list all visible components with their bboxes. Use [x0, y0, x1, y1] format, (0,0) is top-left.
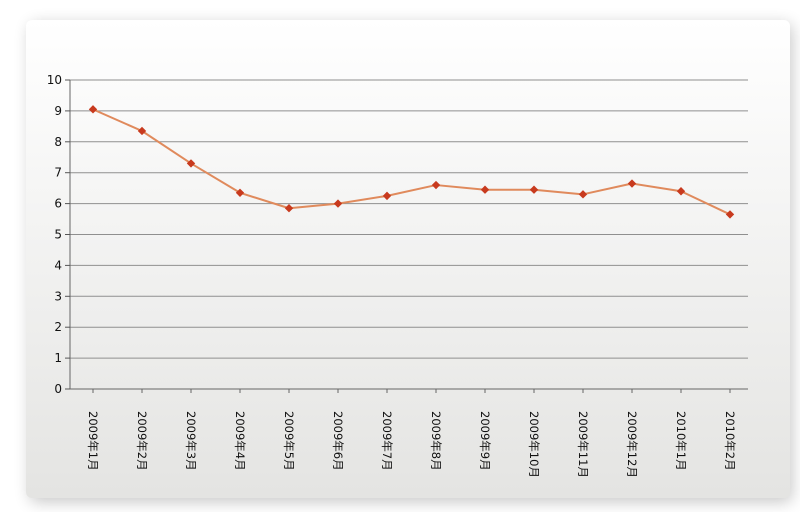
y-tick-label: 5: [54, 228, 62, 242]
x-tick-label: 2009年11月: [576, 411, 590, 478]
data-point: [676, 187, 686, 196]
y-tick-label: 1: [54, 351, 62, 365]
data-point: [186, 159, 196, 168]
x-tick-label: 2009年9月: [478, 411, 492, 471]
data-point: [480, 185, 490, 194]
chart-background: [26, 20, 790, 498]
grid: [70, 79, 748, 359]
y-tick-label: 3: [54, 289, 62, 303]
y-tick-label: 4: [54, 258, 62, 272]
data-point: [235, 188, 245, 197]
x-tick-label: 2010年1月: [674, 411, 688, 471]
data-point: [431, 180, 441, 190]
data-point: [333, 199, 343, 208]
y-tick-label: 7: [54, 166, 62, 180]
y-tick-label: 0: [54, 382, 62, 396]
x-tick-label: 2009年5月: [282, 411, 296, 471]
data-point: [382, 191, 392, 201]
data-point: [529, 185, 539, 194]
x-tick-label: 2009年4月: [233, 411, 247, 471]
y-axis-ticks: 0 1 2 3 4 5 6 7 8 9 10: [47, 73, 70, 396]
y-tick-label: 2: [54, 320, 62, 334]
data-point: [578, 190, 588, 199]
data-point: [137, 126, 147, 136]
x-axis-ticks: 2009年1月 2009年2月 2009年3月 2009年4月 2009年5月 2009年…: [86, 389, 737, 478]
x-tick-label: 2009年2月: [135, 411, 149, 471]
x-tick-label: 2009年1月: [86, 411, 100, 471]
x-tick-label: 2009年6月: [331, 411, 345, 471]
x-tick-label: 2009年10月: [527, 411, 541, 478]
y-tick-label: 10: [47, 73, 62, 87]
x-tick-label: 2010年2月: [723, 411, 737, 471]
y-tick-label: 9: [54, 104, 62, 118]
x-tick-label: 2009年3月: [184, 411, 198, 471]
y-tick-label: 6: [54, 197, 62, 211]
series: [88, 105, 735, 219]
x-tick-label: 2009年12月: [625, 411, 639, 478]
data-point: [284, 204, 294, 213]
data-point: [725, 210, 735, 219]
y-tick-label: 8: [54, 135, 62, 149]
x-tick-label: 2009年7月: [380, 411, 394, 471]
series-line: [92, 108, 731, 216]
x-tick-label: 2009年8月: [429, 411, 443, 471]
data-point: [627, 179, 637, 188]
data-point: [88, 105, 98, 114]
